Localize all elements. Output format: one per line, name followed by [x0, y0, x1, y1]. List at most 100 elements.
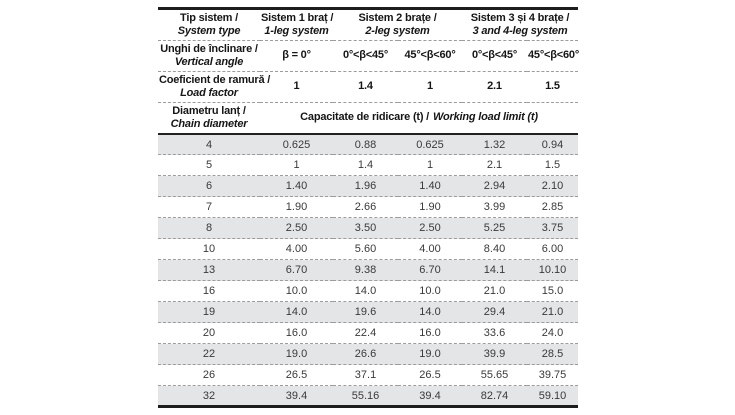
capacity-value-cell: 19.0 [398, 343, 462, 365]
header-row-load-factor: Coeficient de ramură / Load factor 1 1.4… [158, 70, 578, 103]
capacity-value-cell: 28.5 [527, 343, 578, 365]
header-working-load-limit-en: Working load limit (t) [433, 111, 538, 124]
capacity-value-cell: 1.32 [483, 138, 506, 151]
header-2-leg-system: Sistem 2 brațe / 2-leg system [333, 9, 462, 41]
capacity-value-cell: 2.94 [462, 175, 527, 197]
header-1-leg-system-en: 1-leg system [264, 24, 329, 37]
capacity-value-cell: 39.4 [260, 385, 333, 407]
table-row: 10 4.00 5.60 4.00 8.40 6.00 [158, 238, 578, 260]
chain-diameter-cell: 20 [158, 322, 260, 344]
capacity-value-cell: 59.10 [527, 385, 578, 407]
capacity-value-cell: 21.0 [462, 280, 527, 302]
capacity-value-cell: 39.9 [462, 343, 527, 365]
chain-diameter-cell: 4 [205, 138, 213, 151]
capacity-value-cell: 22.4 [333, 322, 398, 344]
capacity-value-cell: 33.6 [462, 322, 527, 344]
angle-cell: 45°<β<60° [527, 39, 579, 72]
capacity-value-cell: 37.1 [333, 364, 398, 386]
capacity-value-cell: 1.5 [527, 154, 578, 176]
header-row-capacity: Diametru lanț / Chain diameter Capacitat… [158, 101, 578, 135]
load-factor-cell: 1.5 [527, 70, 578, 103]
header-working-load-limit: Capacitate de ridicare (t) / Working load… [260, 101, 578, 135]
capacity-value-cell: 16.0 [260, 322, 333, 344]
capacity-value-cell: 2.50 [398, 217, 462, 239]
header-3-4-leg-system-ro: Sistem 3 și 4 brațe / [470, 12, 570, 24]
chain-diameter-cell: 6 [158, 175, 260, 197]
header-1-leg-system: Sistem 1 braț / 1-leg system [260, 9, 333, 41]
capacity-value-cell: 1.90 [398, 196, 462, 218]
capacity-value-cell: 19.0 [260, 343, 333, 365]
load-factor-cell: 1 [260, 70, 333, 103]
table-row: 26 26.5 37.1 26.5 55.65 39.75 [158, 364, 578, 386]
capacity-value-cell: 1.90 [260, 196, 333, 218]
header-2-leg-system-en: 2-leg system [365, 24, 430, 37]
header-load-factor: Coeficient de ramură / Load factor [158, 70, 271, 103]
capacity-value-cell: 39.4 [398, 385, 462, 407]
chain-diameter-cell: 32 [158, 385, 260, 407]
table-body: 4 0.625 0.88 0.625 1.32 0.94 5 1 1.4 1 2.1 1.5 6 1.40… [158, 133, 578, 407]
chain-diameter-cell: 22 [158, 343, 260, 365]
header-chain-diameter-ro: Diametru lanț / [172, 104, 246, 117]
capacity-value-cell: 16.0 [398, 322, 462, 344]
capacity-value-cell: 26.6 [333, 343, 398, 365]
chain-diameter-cell: 26 [158, 364, 260, 386]
chain-diameter-cell: 16 [158, 280, 260, 302]
header-system-type: Tip sistem / System type [158, 9, 260, 41]
header-load-factor-ro: Coeficient de ramură / [159, 73, 271, 86]
table-row: 22 19.0 26.6 19.0 39.9 28.5 [158, 343, 578, 365]
capacity-value-cell: 2.50 [260, 217, 333, 239]
capacity-value-cell: 15.0 [527, 280, 578, 302]
capacity-value-cell: 82.74 [462, 385, 527, 407]
table-row: 19 14.0 19.6 14.0 29.4 21.0 [158, 301, 578, 323]
capacity-value-cell: 0.94 [541, 138, 564, 151]
capacity-value-cell: 6.00 [527, 238, 578, 260]
header-row-system-type: Tip sistem / System type Sistem 1 braț /… [158, 9, 578, 41]
capacity-value-cell: 8.40 [462, 238, 527, 260]
header-chain-diameter: Diametru lanț / Chain diameter [158, 101, 260, 135]
capacity-value-cell: 2.1 [462, 154, 527, 176]
load-factor-cell: 2.1 [462, 70, 527, 103]
header-3-4-leg-system: Sistem 3 și 4 brațe / 3 and 4-leg system [462, 9, 578, 41]
capacity-value-cell: 14.0 [398, 301, 462, 323]
header-working-load-limit-ro: Capacitate de ridicare (t) / [300, 111, 430, 124]
chain-diameter-cell: 7 [158, 196, 260, 218]
header-2-leg-system-ro: Sistem 2 brațe / [358, 12, 437, 24]
capacity-value-cell: 21.0 [527, 301, 578, 323]
header-system-type-en: System type [177, 24, 241, 37]
capacity-value-cell: 2.10 [527, 175, 578, 197]
load-factor-cell: 1.4 [333, 70, 398, 103]
capacity-value-cell: 0.88 [354, 138, 377, 151]
capacity-value-cell: 26.5 [260, 364, 333, 386]
table-row: 16 10.0 14.0 10.0 21.0 15.0 [158, 280, 578, 302]
capacity-value-cell: 0.625 [282, 138, 311, 151]
capacity-value-cell: 5.25 [462, 217, 527, 239]
load-capacity-table-container: Tip sistem / System type Sistem 1 braț /… [158, 7, 579, 409]
load-capacity-table: Tip sistem / System type Sistem 1 braț /… [158, 7, 579, 409]
header-vertical-angle-en: Vertical angle [174, 55, 244, 68]
capacity-value-cell: 10.10 [527, 259, 578, 281]
header-1-leg-system-ro: Sistem 1 braț / [261, 12, 334, 24]
angle-cell: 0°<β<45° [462, 39, 527, 72]
capacity-value-cell: 1 [260, 154, 333, 176]
capacity-value-cell: 55.65 [462, 364, 527, 386]
capacity-value-cell: 10.0 [260, 280, 333, 302]
capacity-value-cell: 14.0 [260, 301, 333, 323]
capacity-value-cell: 6.70 [260, 259, 333, 281]
header-chain-diameter-en: Chain diameter [170, 117, 248, 130]
capacity-value-cell: 4.00 [260, 238, 333, 260]
capacity-value-cell: 4.00 [398, 238, 462, 260]
load-factor-cell: 1 [398, 70, 462, 103]
table-row: 7 1.90 2.66 1.90 3.99 2.85 [158, 196, 578, 218]
table-row: 5 1 1.4 1 2.1 1.5 [158, 154, 578, 176]
header-system-type-ro: Tip sistem / [180, 12, 238, 24]
capacity-value-cell: 3.75 [527, 217, 578, 239]
capacity-value-cell: 26.5 [398, 364, 462, 386]
capacity-value-cell: 5.60 [333, 238, 398, 260]
chain-diameter-cell: 13 [158, 259, 260, 281]
chain-diameter-cell: 10 [158, 238, 260, 260]
capacity-value-cell: 1.96 [333, 175, 398, 197]
angle-cell: 45°<β<60° [398, 39, 462, 72]
angle-cell: 0°<β<45° [333, 39, 398, 72]
capacity-value-cell: 1 [398, 154, 462, 176]
capacity-value-cell: 6.70 [398, 259, 462, 281]
